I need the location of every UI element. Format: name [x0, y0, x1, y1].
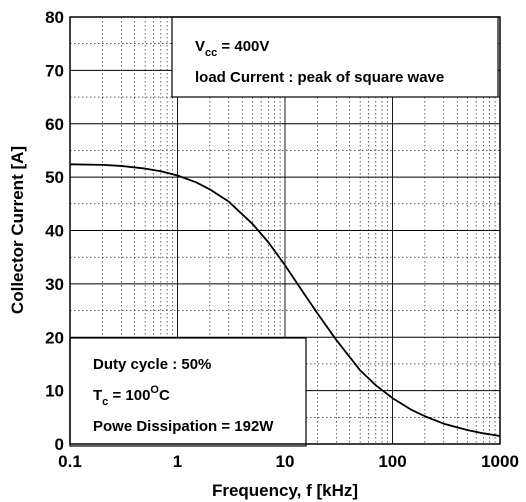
vcc-annotation: Vcc = 400V [195, 38, 269, 59]
annotation-box-bottom-frame [69, 337, 307, 447]
y-tick-labels: 0 10 20 30 40 50 60 70 80 [45, 8, 64, 454]
current-curve [69, 163, 501, 437]
y-tick-label: 70 [45, 61, 64, 80]
y-tick-label: 0 [55, 435, 64, 454]
y-tick-label: 20 [45, 328, 64, 347]
y-tick-label: 40 [45, 222, 64, 241]
x-axis-label: Frequency, f [kHz] [212, 481, 358, 500]
annotation-box-top-frame [171, 16, 499, 98]
x-tick-label: 10 [276, 452, 295, 471]
x-tick-label: 1 [173, 452, 182, 471]
plot-area [69, 163, 501, 437]
x-tick-labels: 0.1 1 10 100 1000 [58, 452, 519, 471]
annotation-box-bottom: Duty cycle : 50% Tc = 100OC Powe Dissipa… [69, 337, 307, 447]
x-tick-label: 1000 [481, 452, 519, 471]
x-tick-label: 0.1 [58, 452, 82, 471]
power-dissipation-annotation: Powe Dissipation = 192W [93, 418, 274, 435]
duty-cycle-annotation: Duty cycle : 50% [93, 356, 211, 373]
y-tick-label: 10 [45, 382, 64, 401]
y-tick-label: 50 [45, 168, 64, 187]
y-tick-label: 30 [45, 275, 64, 294]
load-current-annotation: load Current : peak of square wave [195, 69, 444, 86]
y-tick-label: 80 [45, 8, 64, 27]
y-axis-label: Collector Current [A] [8, 146, 27, 314]
x-tick-label: 100 [378, 452, 406, 471]
y-tick-label: 60 [45, 115, 64, 134]
annotation-box-top: Vcc = 400V load Current : peak of square… [171, 16, 499, 98]
case-temperature-annotation: Tc = 100OC [93, 384, 170, 408]
plot-frame [69, 16, 501, 445]
